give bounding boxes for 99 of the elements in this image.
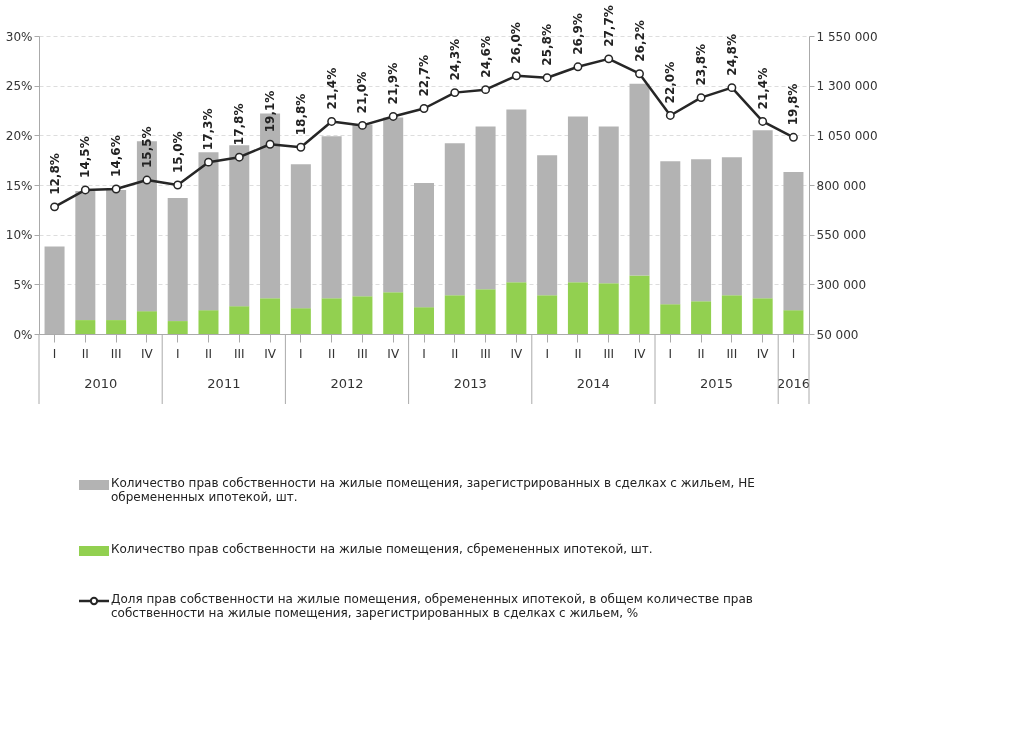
point: [50, 202, 60, 212]
text: 2015: [699, 376, 734, 391]
x-tick-label: I: [668, 346, 673, 361]
point: [481, 85, 491, 95]
y-tick-label: 25%: [5, 79, 33, 94]
point: [542, 73, 552, 83]
data-label: 19,8%: [786, 83, 801, 126]
data-label: 21,9%: [386, 62, 401, 105]
data-label: 15,0%: [170, 131, 185, 173]
point: [696, 93, 706, 103]
y-tick-label: 10%: [5, 228, 33, 243]
text: 2016: [776, 376, 810, 391]
point: [234, 152, 244, 162]
y-tick-label: 5%: [13, 277, 33, 292]
x-tick-label: IV: [756, 346, 770, 361]
x-tick-label: I: [299, 346, 303, 361]
y-tick-label: 30%: [5, 29, 33, 44]
y-tick-label: 20%: [5, 128, 33, 143]
x-tick-label: IV: [264, 346, 277, 361]
text: 2010: [84, 376, 118, 391]
data-label: 14,5%: [78, 136, 93, 178]
point: [204, 157, 213, 167]
text: 2014: [576, 376, 610, 391]
x-tick-label: I: [175, 346, 180, 361]
data-label: 26,9%: [570, 13, 585, 55]
y2-tick-label: 50 000: [816, 327, 859, 342]
point: [357, 120, 367, 130]
point: [327, 116, 337, 126]
x-tick-label: II: [451, 346, 459, 361]
point: [419, 104, 429, 113]
x-tick-label: III: [110, 346, 122, 361]
data-label: 24,3%: [447, 38, 462, 81]
point: [388, 112, 398, 121]
legend-label: Количество прав собственности на жилые помещения, зарегистрированных в сделках с жильем, НЕ обремененных ипотекой, шт.: [111, 476, 755, 504]
point: [665, 111, 675, 120]
x-tick-label: I: [545, 346, 549, 361]
y-tick-label: 15%: [5, 178, 33, 193]
data-label: 24,6%: [478, 36, 493, 78]
data-label: 27,7%: [601, 5, 616, 47]
x-tick-label: I: [791, 346, 796, 361]
data-label: 21,0%: [355, 71, 370, 114]
x-tick-label: II: [81, 346, 89, 361]
x-tick-label: III: [480, 346, 491, 361]
y2-tick-label: 300 000: [816, 277, 867, 292]
x-tick-label: III: [603, 346, 615, 361]
point: [788, 132, 798, 142]
data-label: 17,8%: [232, 103, 247, 146]
x-tick-label: III: [233, 346, 245, 361]
x-tick-label: I: [422, 346, 426, 361]
data-label: 21,4%: [755, 67, 770, 110]
text: 2013: [453, 376, 487, 391]
point: [758, 116, 768, 126]
x-tick-label: II: [574, 346, 582, 361]
x-tick-label: IV: [633, 346, 647, 361]
x-tick-label: III: [726, 346, 738, 361]
point: [604, 54, 614, 64]
x-tick-label: II: [204, 346, 213, 361]
x-tick-label: II: [697, 346, 705, 361]
x-tick-label: IV: [387, 346, 400, 361]
y2-tick-label: 550 000: [816, 228, 867, 243]
data-label: 26,2%: [632, 20, 647, 62]
legend-label: Количество прав собственности на жилые помещения, сбремененных ипотекой, шт.: [111, 542, 653, 556]
text: 2012: [330, 376, 364, 391]
point: [727, 83, 737, 93]
y-tick-label: 0%: [13, 327, 33, 342]
point: [296, 142, 306, 152]
data-label: 23,8%: [694, 43, 709, 86]
data-label: 25,8%: [540, 24, 555, 66]
point: [573, 62, 583, 72]
data-label: 17,3%: [201, 108, 216, 151]
data-label: 15,5%: [139, 126, 154, 169]
x-tick-label: II: [328, 346, 336, 361]
point: [511, 71, 521, 81]
data-label: 19,1%: [263, 90, 278, 133]
x-tick-label: IV: [510, 346, 524, 361]
data-label: 12,8%: [47, 153, 62, 195]
point: [635, 69, 644, 79]
data-label: 18,8%: [293, 93, 308, 136]
data-label: 21,4%: [324, 67, 339, 110]
data-label: 24,8%: [724, 34, 739, 76]
y2-tick-label: 1 550 000: [816, 29, 878, 44]
text: 2011: [207, 376, 241, 391]
data-label: 26,0%: [509, 22, 524, 64]
y2-tick-label: 1 050 000: [816, 128, 878, 143]
point: [450, 88, 460, 98]
data-label: 22,7%: [417, 54, 431, 97]
point: [265, 139, 275, 149]
data-label: 22,0%: [663, 61, 678, 104]
legend-label: Доля прав собственности на жилые помещения, обремененных ипотекой, в общем количестве прав собственности на жилые помещения, зарегистрированных в сделках с жильем, %: [111, 592, 753, 620]
point: [111, 184, 121, 194]
point: [173, 180, 183, 190]
y2-tick-label: 800 000: [816, 178, 867, 193]
y2-tick-label: 1 300 000: [816, 79, 878, 94]
x-tick-label: IV: [141, 346, 154, 361]
data-label: 14,6%: [109, 135, 124, 177]
x-tick-label: III: [357, 346, 368, 361]
point: [80, 185, 90, 195]
x-tick-label: I: [52, 346, 57, 361]
point: [142, 175, 152, 185]
